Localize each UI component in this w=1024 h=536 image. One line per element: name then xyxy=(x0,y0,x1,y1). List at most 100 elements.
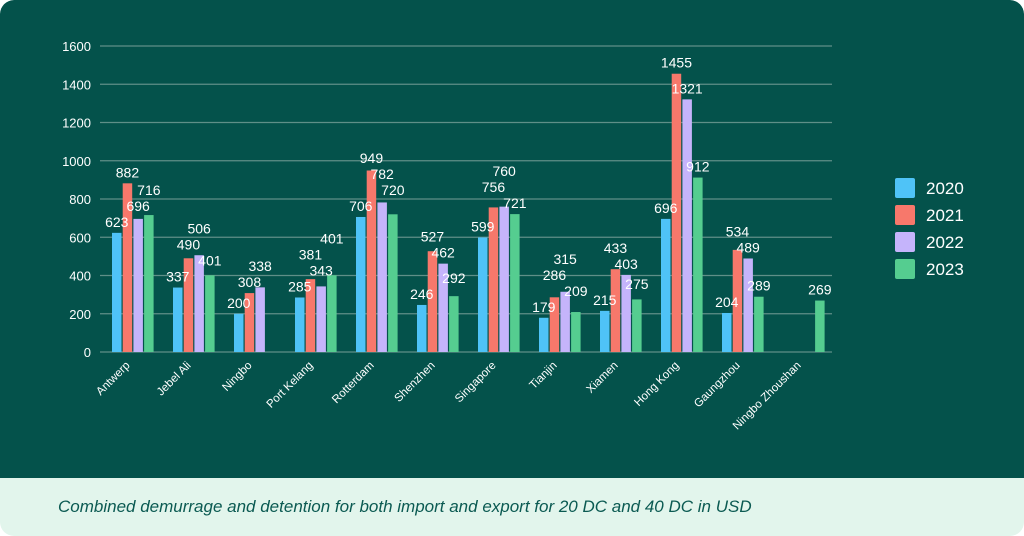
x-tick-label: Hong Kong xyxy=(632,360,681,409)
bar-2020 xyxy=(112,232,122,352)
bar-2020 xyxy=(234,313,244,352)
data-label: 401 xyxy=(198,253,222,269)
bar-2022 xyxy=(560,291,570,352)
x-tick-label: Jebel Ali xyxy=(155,360,194,399)
data-label: 337 xyxy=(166,269,190,285)
bar-2023 xyxy=(693,177,703,352)
data-label: 285 xyxy=(288,278,312,294)
bar-2023 xyxy=(449,296,459,352)
data-label: 760 xyxy=(492,163,516,179)
bar-2021 xyxy=(122,183,133,352)
x-tick-label: Gaungzhou xyxy=(692,360,743,411)
x-tick-label: Shenzhen xyxy=(393,360,438,405)
data-label: 912 xyxy=(686,159,710,175)
bar-2020 xyxy=(661,218,671,352)
y-tick-label: 400 xyxy=(69,269,91,284)
y-tick-label: 1200 xyxy=(62,116,91,131)
data-label: 269 xyxy=(808,282,832,298)
legend-swatch-2022 xyxy=(895,232,915,252)
data-label: 338 xyxy=(248,258,272,274)
y-tick-label: 1000 xyxy=(62,154,91,169)
y-tick-label: 1600 xyxy=(62,39,91,54)
bar-2021 xyxy=(732,249,743,352)
y-tick-label: 1400 xyxy=(62,77,91,92)
data-label: 209 xyxy=(564,283,588,299)
data-label: 489 xyxy=(736,239,760,255)
bar-2022 xyxy=(133,218,143,352)
data-label: 720 xyxy=(381,182,405,198)
data-label: 534 xyxy=(726,223,750,239)
data-label: 286 xyxy=(543,267,567,283)
legend-label: 2022 xyxy=(926,233,964,252)
y-tick-label: 200 xyxy=(69,307,91,322)
y-tick-label: 800 xyxy=(69,192,91,207)
x-tick-label: Tianjin xyxy=(527,360,559,392)
bar-2022 xyxy=(377,202,387,352)
bar-2020 xyxy=(600,310,610,352)
y-tick-label: 0 xyxy=(84,345,91,360)
bar-2020 xyxy=(295,297,305,352)
data-label: 882 xyxy=(116,164,140,180)
bar-2022 xyxy=(743,258,753,352)
bar-2022 xyxy=(499,206,509,352)
bar-2023 xyxy=(815,300,825,352)
bar-2023 xyxy=(510,214,520,352)
data-label: 696 xyxy=(126,198,150,214)
data-label: 315 xyxy=(553,251,577,267)
chart-caption: Combined demurrage and detention for bot… xyxy=(58,497,752,516)
data-label: 721 xyxy=(503,195,527,211)
bar-2021 xyxy=(366,170,377,352)
data-label: 1455 xyxy=(661,55,692,71)
data-label: 782 xyxy=(370,166,394,182)
bar-2023 xyxy=(388,214,398,352)
bar-2020 xyxy=(478,237,488,352)
data-label: 949 xyxy=(360,150,384,166)
legend-label: 2021 xyxy=(926,206,964,225)
bar-2023 xyxy=(754,296,764,352)
bar-2021 xyxy=(671,73,682,352)
bar-2023 xyxy=(205,275,215,352)
x-tick-label: Xiamen xyxy=(585,360,621,396)
data-label: 308 xyxy=(238,274,262,290)
data-label: 706 xyxy=(349,198,373,214)
bar-2022 xyxy=(194,255,204,352)
data-label: 215 xyxy=(593,292,617,308)
data-label: 623 xyxy=(105,214,129,230)
bar-2023 xyxy=(144,215,154,352)
legend-label: 2023 xyxy=(926,260,964,279)
data-label: 200 xyxy=(227,295,251,311)
x-tick-label: Port Kelang xyxy=(265,360,316,411)
data-label: 179 xyxy=(532,299,556,315)
data-label: 275 xyxy=(625,276,649,292)
bar-2020 xyxy=(539,317,549,352)
bar-2022 xyxy=(255,287,265,352)
y-tick-label: 600 xyxy=(69,230,91,245)
data-label: 506 xyxy=(187,221,211,237)
data-label: 403 xyxy=(614,256,638,272)
bar-2021 xyxy=(488,207,499,352)
bar-2020 xyxy=(722,312,732,352)
bar-2021 xyxy=(427,251,438,352)
bar-2023 xyxy=(327,275,337,352)
bar-2021 xyxy=(305,279,316,352)
bar-2023 xyxy=(632,299,642,352)
legend-swatch-2023 xyxy=(895,259,915,279)
data-label: 204 xyxy=(715,294,739,310)
data-label: 1321 xyxy=(672,80,703,96)
bar-2022 xyxy=(621,274,631,352)
data-label: 246 xyxy=(410,286,434,302)
bar-2021 xyxy=(183,258,194,352)
data-label: 433 xyxy=(604,240,628,256)
bar-2020 xyxy=(417,304,427,352)
bar-2023 xyxy=(571,312,581,352)
bar-2021 xyxy=(244,293,255,352)
data-label: 401 xyxy=(320,230,344,246)
data-label: 490 xyxy=(177,237,201,253)
data-label: 289 xyxy=(747,278,771,294)
x-tick-label: Rotterdam xyxy=(330,360,376,406)
bar-2022 xyxy=(316,286,326,352)
bar-2021 xyxy=(610,269,621,352)
x-tick-label: Ningbo Zhoushan xyxy=(731,360,804,433)
legend-swatch-2020 xyxy=(895,178,915,198)
